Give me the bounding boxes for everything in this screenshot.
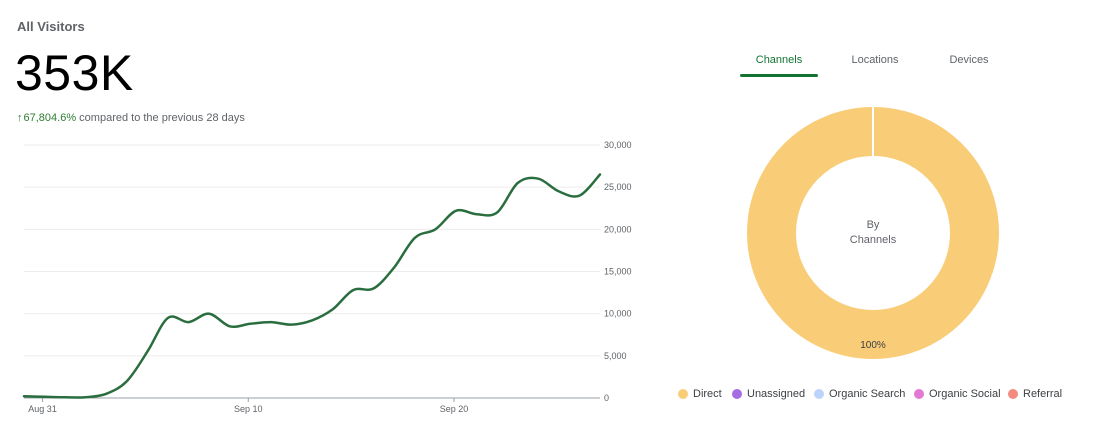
legend-swatch [678, 389, 688, 399]
tab-label: Devices [949, 54, 989, 66]
legend-label: Referral [1023, 388, 1063, 400]
donut-center-label: By [867, 219, 880, 231]
donut-legend: Direct Unassigned Organic Search Organic So… [672, 388, 1092, 406]
legend-item-unassigned[interactable]: Unassigned [732, 388, 805, 400]
up-arrow-icon: ↑ [17, 112, 23, 124]
x-tick-label: Sep 20 [440, 404, 469, 414]
tab-label: Channels [755, 54, 803, 66]
x-tick-label: Aug 31 [28, 404, 57, 414]
visitors-series-line [22, 173, 602, 399]
change-suffix: compared to the previous 28 days [79, 112, 245, 124]
x-tick-label: Sep 10 [234, 404, 263, 414]
y-tick-label: 0 [604, 393, 609, 403]
y-tick-label: 5,000 [604, 351, 627, 361]
tab-label: Locations [851, 54, 899, 66]
breakdown-tabs: Channels Locations Devices [740, 50, 1034, 78]
channels-donut-chart: By Channels 100% [747, 107, 999, 359]
legend-item-direct[interactable]: Direct [678, 388, 722, 400]
active-tab-indicator [740, 74, 818, 77]
donut-center-label: Channels [850, 234, 897, 246]
donut-slice-direct[interactable] [747, 107, 999, 359]
y-tick-label: 10,000 [604, 309, 632, 319]
visitors-total: 353K [15, 45, 134, 101]
legend-swatch [814, 389, 824, 399]
tab-locations[interactable]: Locations [836, 54, 914, 82]
legend-item-referral[interactable]: Referral [1008, 388, 1062, 400]
y-tick-label: 30,000 [604, 140, 632, 150]
legend-item-organic-social[interactable]: Organic Social [914, 388, 1001, 400]
tab-devices[interactable]: Devices [930, 54, 1008, 82]
change-percent: 67,804.6% [23, 112, 77, 124]
donut-slice-label: 100% [860, 340, 886, 351]
card-title: All Visitors [17, 19, 85, 34]
legend-label: Organic Social [929, 388, 1001, 400]
legend-swatch [914, 389, 924, 399]
legend-label: Unassigned [747, 388, 806, 400]
change-indicator: ↑67,804.6% compared to the previous 28 d… [17, 112, 245, 124]
legend-label: Direct [693, 388, 722, 400]
visitors-line-chart: 0 5,000 10,000 15,000 20,000 25,000 30,000 Aug … [22, 140, 632, 414]
y-tick-label: 15,000 [604, 267, 632, 277]
legend-swatch [732, 389, 742, 399]
y-tick-label: 25,000 [604, 182, 632, 192]
legend-item-organic-search[interactable]: Organic Search [814, 388, 905, 400]
legend-label: Organic Search [829, 388, 906, 400]
y-tick-label: 20,000 [604, 224, 632, 234]
legend-swatch [1008, 389, 1018, 399]
tab-channels[interactable]: Channels [740, 54, 818, 82]
